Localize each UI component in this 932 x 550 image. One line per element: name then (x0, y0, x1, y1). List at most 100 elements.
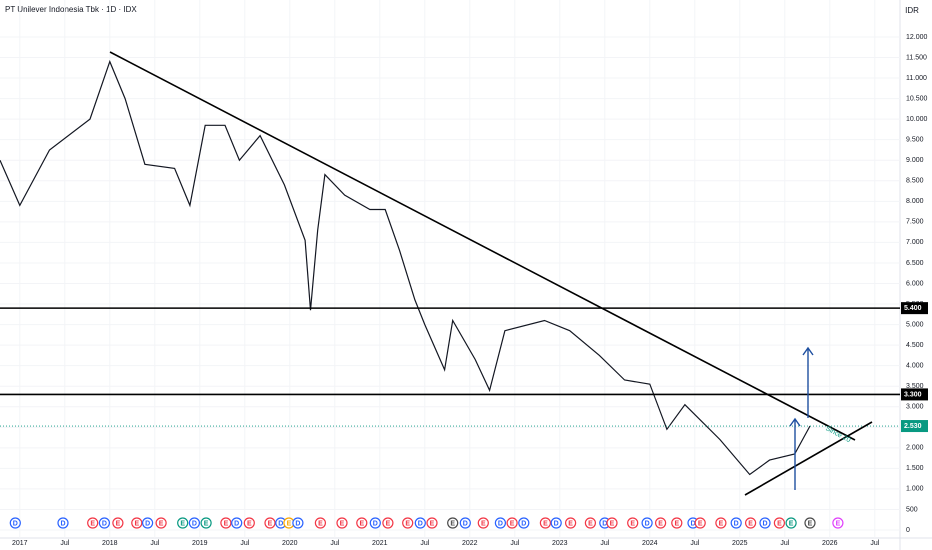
event-marker[interactable]: D (231, 517, 243, 529)
y-tick-label: 4.000 (906, 362, 924, 369)
event-marker[interactable]: E (584, 517, 597, 529)
event-marker[interactable]: D (550, 517, 562, 529)
event-circle (694, 517, 706, 529)
event-circle (641, 517, 653, 529)
x-tick-label: 2017 (12, 540, 28, 547)
event-marker[interactable]: E (200, 517, 212, 529)
event-marker[interactable]: D (759, 517, 771, 529)
event-circle (188, 517, 200, 529)
event-circle (759, 517, 771, 529)
event-marker[interactable]: D (142, 517, 154, 529)
event-circle (730, 517, 742, 529)
event-label: D (463, 520, 468, 527)
event-circle (494, 517, 506, 529)
level-label: 5.400 (904, 305, 922, 312)
event-marker[interactable]: E (155, 517, 167, 529)
event-marker[interactable]: D (292, 517, 304, 529)
event-marker[interactable]: E (131, 517, 143, 529)
event-marker[interactable]: D (188, 517, 200, 529)
x-tick-label: 2021 (372, 540, 388, 547)
event-marker[interactable]: E (715, 517, 727, 529)
event-marker[interactable]: D (9, 517, 21, 529)
event-marker[interactable]: E (785, 517, 797, 529)
event-label: D (102, 520, 107, 527)
x-tick-label: 2022 (462, 540, 478, 547)
event-marker[interactable]: E (539, 517, 552, 529)
x-tick-label: Jul (330, 540, 339, 547)
y-tick-label: 7.000 (906, 239, 924, 246)
event-marker[interactable]: E (402, 517, 414, 529)
event-marker[interactable]: E (564, 517, 577, 529)
event-label: E (789, 520, 794, 527)
event-marker[interactable]: D (414, 517, 426, 529)
event-marker[interactable]: D (275, 517, 287, 529)
event-marker[interactable]: E (356, 517, 368, 529)
event-circle (142, 517, 154, 529)
event-marker[interactable]: E (264, 517, 276, 529)
event-marker[interactable]: E (832, 517, 844, 529)
event-marker[interactable]: D (369, 517, 381, 529)
event-label: D (145, 520, 150, 527)
event-marker[interactable]: D (641, 517, 653, 529)
event-marker[interactable]: D (494, 517, 506, 529)
event-marker[interactable]: E (804, 517, 816, 529)
event-marker[interactable]: E (627, 517, 639, 529)
event-label: E (719, 520, 724, 527)
event-marker[interactable]: E (744, 517, 757, 529)
event-label: E (318, 520, 323, 527)
x-tick-label: Jul (510, 540, 519, 547)
event-marker[interactable]: D (730, 517, 742, 529)
event-circle (773, 517, 786, 529)
event-marker[interactable]: E (506, 517, 518, 529)
event-marker[interactable]: D (518, 517, 530, 529)
event-label: E (836, 520, 841, 527)
event-label: E (90, 520, 95, 527)
event-label: D (373, 520, 378, 527)
event-marker[interactable]: E (694, 517, 706, 529)
event-label: D (554, 520, 559, 527)
y-tick-label: 4.500 (906, 342, 924, 349)
x-tick-label: Jul (150, 540, 159, 547)
y-tick-label: 0 (906, 527, 910, 534)
event-marker[interactable]: E (87, 517, 99, 529)
event-label: E (268, 520, 273, 527)
event-marker[interactable]: E (654, 517, 667, 529)
event-marker[interactable]: E (112, 517, 124, 529)
event-marker[interactable]: E (477, 517, 489, 529)
event-marker[interactable]: E (447, 517, 459, 529)
y-tick-label: 12.000 (906, 34, 928, 41)
event-label: E (287, 520, 292, 527)
level-tag (901, 302, 928, 315)
event-marker[interactable]: E (314, 517, 326, 529)
event-marker[interactable]: E (382, 517, 394, 529)
event-circle (459, 517, 471, 529)
event-marker[interactable]: E (177, 517, 189, 529)
event-marker[interactable]: D (98, 517, 111, 529)
event-marker[interactable]: D (57, 517, 69, 529)
x-tick-label: 2025 (732, 540, 748, 547)
event-circle (477, 517, 489, 529)
event-marker[interactable]: E (243, 517, 255, 529)
event-label: E (430, 520, 435, 527)
event-label: D (762, 520, 767, 527)
event-marker[interactable]: E (606, 517, 618, 529)
event-label: E (568, 520, 573, 527)
event-marker[interactable]: E (220, 517, 232, 529)
arrow (802, 346, 814, 418)
event-label: E (674, 520, 679, 527)
event-circle (177, 517, 189, 529)
event-marker[interactable]: E (773, 517, 786, 529)
event-marker[interactable]: E (671, 517, 683, 529)
event-marker[interactable]: D (459, 517, 471, 529)
y-tick-label: 11.000 (906, 75, 927, 82)
event-marker[interactable]: E (336, 517, 348, 529)
trendline (109, 51, 856, 441)
event-marker[interactable]: E (426, 517, 438, 529)
event-circle (231, 517, 243, 529)
event-circle (426, 517, 438, 529)
event-circle (447, 517, 459, 529)
event-circle (369, 517, 381, 529)
event-label: E (748, 520, 753, 527)
event-circle (744, 517, 757, 529)
